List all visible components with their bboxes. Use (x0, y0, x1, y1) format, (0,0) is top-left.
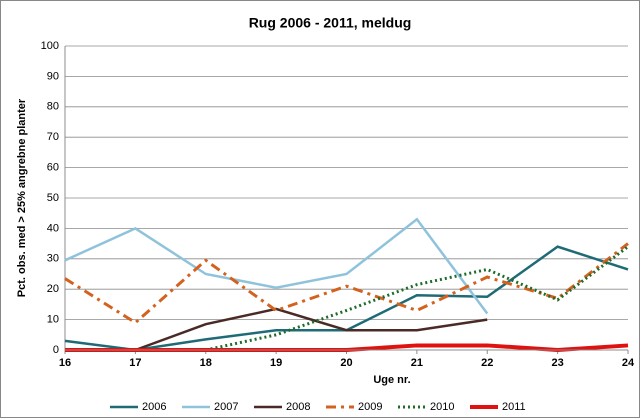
y-tick-label: 80 (47, 101, 59, 113)
series-line (134, 307, 488, 352)
series-line (64, 242, 629, 325)
series-line (205, 245, 629, 352)
y-tick-label: 40 (47, 222, 59, 234)
y-tick-label: 0 (53, 344, 59, 356)
series-line (64, 217, 489, 315)
x-tick-label: 24 (622, 357, 635, 369)
x-tick-label: 17 (129, 357, 141, 369)
legend-label: 2011 (502, 401, 526, 413)
y-tick-label: 10 (47, 314, 59, 326)
legend-label: 2007 (214, 401, 238, 413)
x-tick-label: 19 (270, 357, 282, 369)
y-tick-label: 50 (47, 192, 59, 204)
legend-label: 2009 (358, 401, 382, 413)
y-tick-label: 70 (47, 131, 59, 143)
x-tick-label: 20 (340, 357, 352, 369)
y-tick-label: 60 (47, 162, 59, 174)
y-tick-label: 20 (47, 283, 59, 295)
y-tick-label: 100 (41, 40, 59, 52)
y-axis-label: Pct. obs. med > 25% angrebne planter (16, 98, 28, 297)
x-axis-label: Uge nr. (373, 374, 410, 386)
x-tick-label: 21 (411, 357, 423, 369)
x-tick-label: 23 (552, 357, 564, 369)
x-tick-label: 16 (59, 357, 71, 369)
x-tick-label: 22 (481, 357, 493, 369)
legend-label: 2006 (142, 401, 166, 413)
y-tick-label: 90 (47, 70, 59, 82)
chart-title: Rug 2006 - 2011, meldug (249, 15, 412, 31)
x-tick-label: 18 (200, 357, 212, 369)
legend-label: 2010 (430, 401, 454, 413)
y-tick-label: 30 (47, 253, 59, 265)
legend-label: 2008 (286, 401, 310, 413)
